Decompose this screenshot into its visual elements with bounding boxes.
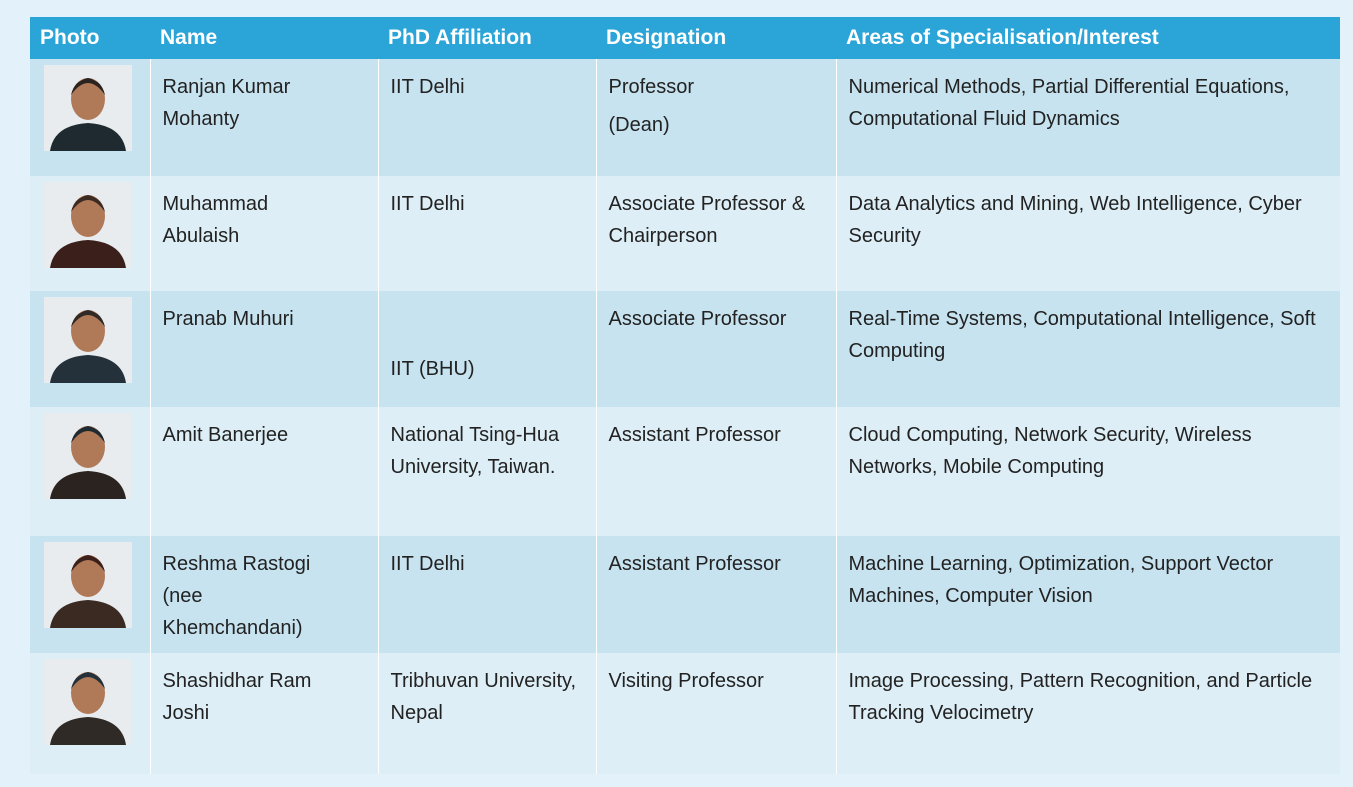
designation-line: Assistant Professor [608,424,781,446]
areas-cell: Real-Time Systems, Computational Intelli… [836,291,1340,407]
designation-line: Associate Professor & Chairperson [608,193,806,247]
name-cell: Shashidhar Ram Joshi [150,653,379,774]
name-cell: Ranjan Kumar Mohanty [150,59,379,176]
areas-cell: Cloud Computing, Network Security, Wirel… [836,407,1340,536]
phd-cell: National Tsing-Hua University, Taiwan. [378,407,597,536]
faculty-row: Pranab Muhuri IIT (BHU) Associate Professo… [30,291,1340,407]
faculty-row: Amit Banerjee National Tsing-Hua Universi… [30,407,1340,536]
photo-cell [30,176,151,291]
designation-line: Associate Professor [608,308,787,330]
phd-cell: IIT Delhi [378,536,597,653]
photo-cell [30,536,151,653]
areas-cell: Image Processing, Pattern Recognition, a… [836,653,1340,774]
designation-cell: Professor (Dean) [596,59,837,176]
column-header: Photo [30,17,150,59]
designation-cell: Associate Professor [596,291,837,407]
column-header: Name [150,17,378,59]
faculty-row: Muhammad Abulaish IIT Delhi Associate Prof… [30,176,1340,291]
designation-cell: Assistant Professor [596,536,837,653]
designation-line: Professor [608,76,695,98]
name-cell: Reshma Rastogi (nee Khemchandani) [150,536,379,653]
designation-cell: Assistant Professor [596,407,837,536]
phd-cell: IIT Delhi [378,176,597,291]
header-row: Photo Name PhD Affiliation Designation Areas… [30,17,1340,59]
photo [44,542,132,628]
faculty-table: Photo Name PhD Affiliation Designation Areas… [30,17,1340,774]
areas-cell: Numerical Methods, Partial Differential … [836,59,1340,176]
faculty-row: Reshma Rastogi (nee Khemchandani) IIT Del… [30,536,1340,653]
name-cell: Amit Banerjee [150,407,379,536]
designation-line: Visiting Professor [608,670,764,692]
photo [44,182,132,268]
photo [44,297,132,383]
faculty-row: Shashidhar Ram Joshi Tribhuvan University… [30,653,1340,774]
designation-line: (Dean) [608,114,670,136]
photo-cell [30,407,151,536]
phd-cell: IIT Delhi [378,59,597,176]
column-header: Areas of Specialisation/Interest [836,17,1340,59]
phd-cell: IIT (BHU) [378,291,597,407]
photo-cell [30,59,151,176]
name-cell: Muhammad Abulaish [150,176,379,291]
photo [44,413,132,499]
photo-cell [30,291,151,407]
areas-cell: Data Analytics and Mining, Web Intellige… [836,176,1340,291]
column-header: PhD Affiliation [378,17,596,59]
phd-cell: Tribhuvan University, Nepal [378,653,597,774]
faculty-row: Ranjan Kumar Mohanty IIT Delhi Professor (D… [30,59,1340,176]
table-body: Ranjan Kumar Mohanty IIT Delhi Professor (D… [30,59,1340,774]
photo [44,65,132,151]
name-cell: Pranab Muhuri [150,291,379,407]
designation-cell: Associate Professor & Chairperson [596,176,837,291]
areas-cell: Machine Learning, Optimization, Support … [836,536,1340,653]
photo-cell [30,653,151,774]
designation-line: Assistant Professor [608,553,781,575]
designation-cell: Visiting Professor [596,653,837,774]
photo [44,659,132,745]
column-header: Designation [596,17,836,59]
